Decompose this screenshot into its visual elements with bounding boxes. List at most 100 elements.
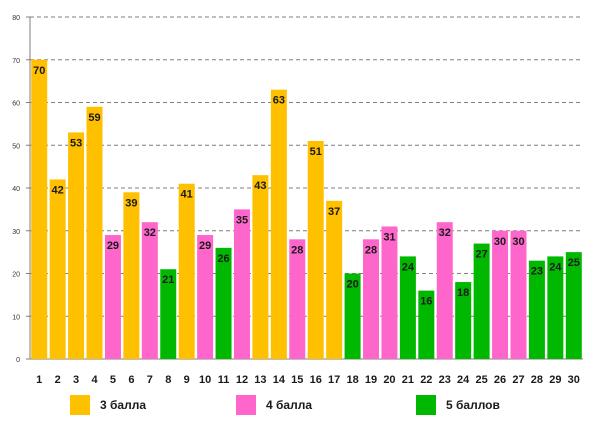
x-tick-label: 21 (402, 374, 414, 386)
legend-swatch-3 (70, 395, 90, 415)
data-label: 31 (383, 231, 395, 243)
data-label: 25 (568, 257, 580, 269)
x-tick-label: 6 (128, 374, 134, 386)
x-tick-label: 30 (568, 374, 580, 386)
bar (492, 230, 509, 359)
data-label: 39 (125, 197, 137, 209)
x-tick-label: 12 (236, 374, 248, 386)
bar (381, 226, 398, 359)
x-tick-label: 16 (310, 374, 322, 386)
y-tick-label: 30 (12, 229, 20, 236)
bar (104, 235, 121, 359)
bar (252, 175, 269, 359)
bar (215, 247, 232, 359)
data-label: 24 (402, 261, 415, 273)
bar (141, 222, 158, 359)
y-tick-label: 50 (12, 143, 20, 150)
data-label: 21 (162, 274, 174, 286)
data-label: 59 (88, 112, 100, 124)
bar (68, 132, 85, 359)
x-tick-label: 28 (531, 374, 543, 386)
x-tick-label: 25 (475, 374, 487, 386)
y-tick-label: 20 (12, 272, 20, 279)
y-tick-label: 40 (12, 186, 20, 193)
legend-item-5: 5 баллов (416, 394, 500, 416)
legend-item-3: 3 балла (70, 394, 146, 416)
data-label: 27 (475, 249, 487, 261)
bar (436, 222, 453, 359)
legend-label-4: 4 балла (266, 398, 313, 412)
x-tick-label: 17 (328, 374, 340, 386)
x-tick-label: 18 (346, 374, 358, 386)
data-label: 70 (33, 65, 45, 77)
y-tick-label: 80 (12, 15, 20, 22)
data-label: 51 (310, 146, 322, 158)
data-label: 30 (494, 236, 506, 248)
data-label: 20 (346, 279, 358, 291)
bar (86, 106, 103, 360)
legend-item-4: 4 балла (236, 394, 312, 416)
x-tick-label: 15 (291, 374, 303, 386)
y-tick-label: 60 (12, 101, 20, 108)
bar (307, 140, 324, 359)
data-label: 18 (457, 287, 469, 299)
data-label: 32 (144, 227, 156, 239)
x-tick-label: 7 (147, 374, 153, 386)
bar (344, 273, 361, 359)
x-tick-label: 27 (512, 374, 524, 386)
x-tick-label: 1 (36, 374, 42, 386)
legend-label-5: 5 баллов (446, 398, 500, 412)
x-tick-label: 24 (457, 374, 470, 386)
bar (160, 269, 177, 359)
data-label: 29 (107, 240, 119, 252)
x-tick-label: 3 (73, 374, 79, 386)
data-label: 63 (273, 95, 285, 107)
data-label: 43 (254, 180, 266, 192)
x-tick-label: 20 (383, 374, 395, 386)
x-tick-label: 19 (365, 374, 377, 386)
data-label: 37 (328, 206, 340, 218)
bar (528, 260, 545, 359)
x-tick-label: 9 (184, 374, 190, 386)
x-tick-label: 14 (273, 374, 286, 386)
y-tick-label: 0 (16, 357, 20, 364)
data-label: 24 (549, 261, 562, 273)
data-label: 32 (439, 227, 451, 239)
bar (418, 290, 435, 359)
data-label: 41 (181, 189, 193, 201)
bar (399, 256, 416, 359)
bar (197, 235, 214, 359)
x-tick-label: 23 (439, 374, 451, 386)
legend-swatch-5 (416, 395, 436, 415)
x-tick-label: 5 (110, 374, 116, 386)
bar (326, 200, 343, 359)
x-tick-label: 26 (494, 374, 506, 386)
x-tick-label: 13 (254, 374, 266, 386)
bar (363, 239, 380, 359)
bar (233, 209, 250, 359)
data-label: 28 (291, 244, 303, 256)
x-tick-label: 4 (91, 374, 98, 386)
bar (178, 183, 195, 359)
data-label: 26 (217, 253, 229, 265)
x-tick-label: 10 (199, 374, 211, 386)
bar (510, 230, 527, 359)
x-tick-label: 8 (165, 374, 171, 386)
bar (270, 89, 287, 360)
x-tick-label: 29 (549, 374, 561, 386)
x-tick-label: 2 (55, 374, 61, 386)
data-label: 42 (52, 184, 64, 196)
bar (49, 179, 66, 359)
data-label: 29 (199, 240, 211, 252)
data-label: 23 (531, 266, 543, 278)
legend-label-3: 3 балла (100, 398, 147, 412)
x-tick-label: 11 (218, 374, 230, 386)
data-label: 30 (512, 236, 524, 248)
y-tick-label: 10 (12, 314, 20, 321)
y-tick-label: 70 (12, 58, 20, 65)
data-label: 53 (70, 137, 82, 149)
data-label: 35 (236, 214, 248, 226)
bar (547, 256, 564, 359)
bar (289, 239, 306, 359)
